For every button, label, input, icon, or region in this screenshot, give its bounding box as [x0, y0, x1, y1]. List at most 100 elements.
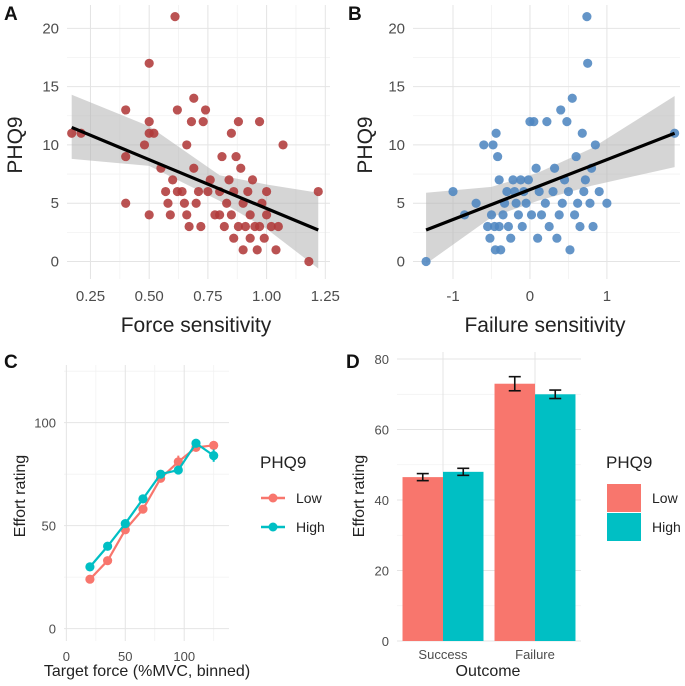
x-tick-label: 0.75: [193, 288, 222, 305]
data-point: [479, 140, 489, 150]
data-point: [580, 175, 590, 185]
data-point: [506, 233, 516, 243]
data-point: [222, 198, 232, 208]
data-point: [261, 210, 272, 220]
confidence-ribbon: [71, 94, 319, 269]
data-point: [252, 245, 262, 255]
series-point-low: [209, 440, 219, 450]
panel-a-fit-group: [71, 125, 319, 232]
series-point-high: [103, 541, 113, 551]
data-point: [542, 116, 552, 127]
y-tick-label: 15: [388, 79, 405, 96]
data-point: [193, 186, 204, 197]
panel-a-x-ticks: 0.25 0.50 0.75 1.00 1.25: [76, 288, 340, 305]
legend-key-point: [268, 522, 278, 532]
series-point-low: [103, 556, 113, 566]
data-point: [261, 186, 272, 197]
series-point-high: [156, 469, 166, 479]
panel-a-ribbon-group: [71, 94, 319, 269]
data-point: [594, 186, 604, 197]
data-point: [573, 198, 583, 208]
data-point: [238, 245, 248, 255]
legend-title: PHQ9: [260, 453, 306, 472]
data-point: [491, 128, 501, 138]
data-point: [215, 210, 225, 220]
data-point: [583, 58, 593, 68]
y-tick-label: 5: [51, 195, 59, 212]
x-tick-label: 1.25: [311, 288, 340, 305]
panel-d-bars: [402, 375, 576, 641]
legend-label: High: [296, 519, 325, 535]
y-tick-label: 10: [388, 137, 405, 154]
data-point: [563, 186, 574, 197]
series-line-high: [89, 441, 215, 568]
data-point: [217, 151, 227, 162]
data-point: [511, 198, 521, 208]
data-point: [189, 93, 199, 103]
data-point: [421, 256, 431, 267]
data-point: [567, 93, 577, 103]
panel-a-x-title: Force sensitivity: [121, 314, 272, 337]
legend-key-swatch: [607, 484, 641, 512]
x-tick-label: 0.50: [135, 288, 164, 305]
x-tick-label: Failure: [515, 647, 555, 662]
data-point: [172, 105, 182, 115]
panel-c-x-ticks: 0 50 100: [63, 649, 195, 664]
series-point-low: [138, 504, 148, 514]
data-point: [508, 175, 518, 185]
x-tick-label: 0: [526, 288, 534, 305]
data-point: [582, 12, 592, 22]
series-point-high: [209, 451, 219, 461]
panel-b-fit-group: [425, 131, 676, 232]
data-point: [483, 221, 493, 232]
x-tick-label: Success: [418, 647, 468, 662]
y-tick-label: 0: [382, 634, 389, 649]
data-point: [488, 140, 498, 150]
data-point: [523, 175, 534, 185]
data-point: [585, 198, 595, 208]
panel-c-y-title: Effort rating: [12, 455, 29, 537]
data-point: [485, 233, 495, 243]
panel-d-y-title: Effort rating: [351, 455, 368, 537]
data-point: [196, 221, 206, 232]
y-tick-label: 20: [388, 20, 405, 37]
data-point: [552, 233, 562, 243]
y-tick-label: 100: [34, 416, 56, 431]
panel-b-y-ticks: 0 5 10 15 20: [388, 20, 405, 270]
data-point: [182, 140, 192, 150]
data-point: [554, 210, 564, 220]
data-point: [569, 210, 580, 220]
data-point: [494, 175, 504, 185]
data-point: [590, 140, 600, 150]
data-point: [161, 186, 171, 197]
data-point: [205, 175, 215, 185]
y-tick-label: 80: [375, 352, 389, 367]
data-point: [233, 116, 244, 127]
panel-d-bar: Success Failure 0 20 40 60 80 Outcome Effort …: [351, 352, 681, 680]
panel-c-grid: [64, 365, 229, 641]
y-tick-label: 0: [397, 254, 405, 271]
data-point: [226, 128, 236, 138]
y-tick-label: 50: [42, 519, 56, 534]
panel-a-scatter: 0.25 0.50 0.75 1.00 1.25 0 5 10 15 20 Force sens…: [4, 5, 340, 337]
data-point: [168, 175, 178, 185]
panel-c-line: 0 50 100 0 50 100 Target force (%MVC, binned…: [12, 365, 325, 680]
bar-high-failure: [535, 394, 576, 641]
data-point: [521, 198, 531, 208]
data-point: [571, 151, 581, 162]
data-point: [144, 58, 154, 68]
data-point: [531, 163, 541, 173]
data-point: [226, 210, 236, 220]
data-point: [236, 163, 246, 173]
panel-d-x-ticks: Success Failure: [418, 647, 554, 662]
data-point: [224, 175, 234, 185]
data-point: [577, 128, 587, 138]
data-point: [503, 221, 514, 232]
data-point: [121, 198, 131, 208]
data-point: [304, 256, 314, 267]
data-point: [575, 221, 585, 232]
panel-b-scatter: -1 0 1 0 5 10 15 20 Failure sensitivity PHQ9: [354, 5, 680, 337]
legend-label: High: [652, 519, 681, 535]
data-point: [179, 198, 190, 208]
series-point-low: [85, 574, 95, 584]
